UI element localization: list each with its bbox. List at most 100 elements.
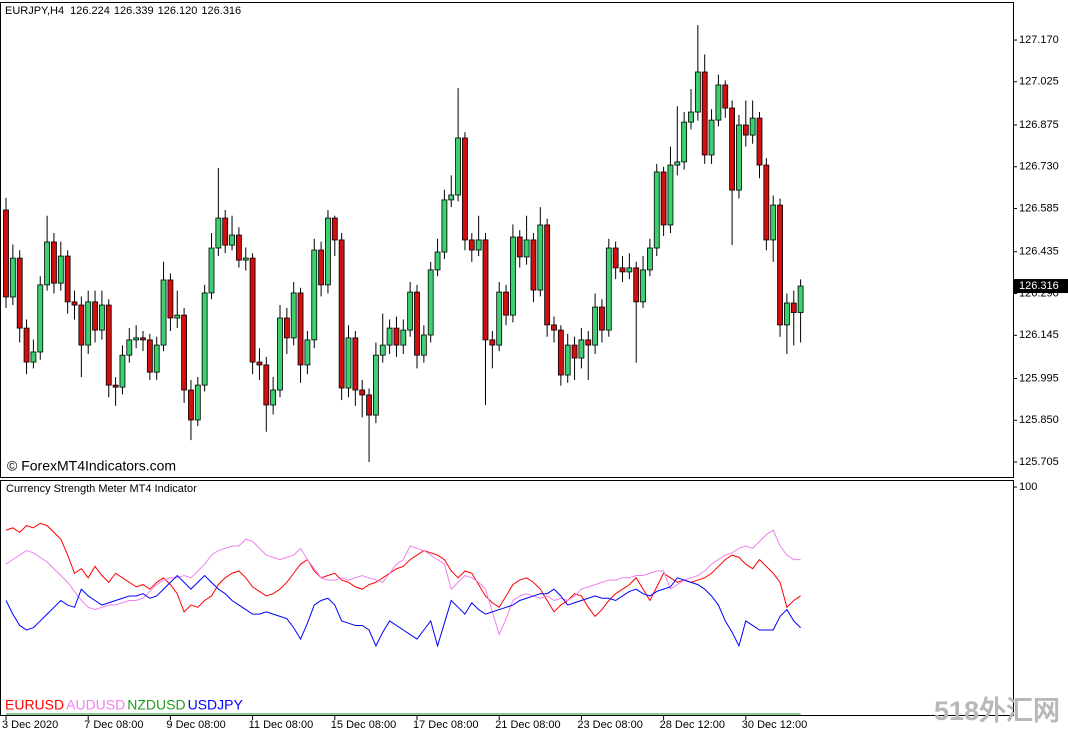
candle-body bbox=[688, 111, 694, 123]
candle-body bbox=[674, 161, 681, 166]
y-tick-label: 125.995 bbox=[1019, 372, 1059, 384]
candle-body bbox=[215, 217, 222, 249]
candle-body bbox=[578, 339, 585, 359]
candle-body bbox=[44, 241, 50, 286]
candle-body bbox=[564, 344, 571, 376]
x-tick-label: 9 Dec 08:00 bbox=[166, 719, 225, 731]
candle-body bbox=[475, 239, 482, 251]
candle-body bbox=[414, 291, 420, 356]
candle-body bbox=[229, 234, 235, 246]
candle-body bbox=[427, 269, 434, 336]
candle-body bbox=[489, 339, 496, 346]
candle-body bbox=[277, 317, 283, 391]
candle-body bbox=[784, 302, 790, 326]
price-pane-frame bbox=[0, 2, 1014, 478]
candle-body bbox=[201, 292, 208, 386]
candle-body bbox=[37, 284, 44, 353]
candle-body bbox=[729, 107, 735, 191]
candle-body bbox=[777, 204, 783, 326]
candle-body bbox=[51, 241, 57, 284]
candle-body bbox=[612, 247, 619, 269]
candle-body bbox=[304, 339, 311, 366]
candle-body bbox=[146, 339, 153, 373]
open-label: 126.224 bbox=[70, 5, 110, 17]
x-tick-label: 17 Dec 08:00 bbox=[413, 719, 478, 731]
candle-body bbox=[263, 364, 270, 406]
candle-body bbox=[701, 71, 708, 156]
candle-body bbox=[133, 337, 140, 341]
watermark: © ForexMT4Indicators.com bbox=[7, 458, 176, 474]
y-tick-label: 127.025 bbox=[1019, 76, 1059, 88]
x-tick-label: 7 Dec 08:00 bbox=[84, 719, 143, 731]
low-label: 126.120 bbox=[158, 5, 198, 17]
y-tick-label: 126.585 bbox=[1019, 202, 1059, 214]
indicator-title: Currency Strength Meter MT4 Indicator bbox=[6, 483, 197, 495]
x-tick-label: 11 Dec 08:00 bbox=[249, 719, 314, 731]
candle-body bbox=[736, 124, 742, 191]
candle-body bbox=[694, 71, 701, 113]
candle-body bbox=[619, 267, 626, 273]
candle-body bbox=[160, 279, 167, 346]
candle-body bbox=[468, 239, 475, 251]
candle-body bbox=[482, 239, 489, 341]
candle-body bbox=[557, 329, 564, 376]
candle-body bbox=[249, 257, 256, 363]
y-tick-label: 100 bbox=[1019, 481, 1037, 493]
candle-body bbox=[318, 249, 325, 286]
candle-body bbox=[345, 337, 352, 389]
candle-body bbox=[571, 344, 578, 359]
candle-body bbox=[71, 301, 78, 306]
candle-body bbox=[722, 84, 729, 109]
candle-body bbox=[30, 351, 37, 363]
candle-body bbox=[3, 209, 9, 298]
candle-body bbox=[455, 137, 462, 196]
candle-body bbox=[256, 361, 263, 366]
candle-body bbox=[770, 204, 777, 241]
candle-body bbox=[85, 301, 92, 346]
candle-body bbox=[331, 217, 338, 241]
high-label: 126.339 bbox=[114, 5, 154, 17]
candle-body bbox=[386, 327, 393, 346]
x-tick-label: 3 Dec 2020 bbox=[2, 719, 58, 731]
candle-body bbox=[441, 199, 448, 253]
candle-body bbox=[544, 224, 551, 326]
candle-body bbox=[407, 291, 414, 331]
candle-body bbox=[393, 327, 400, 346]
y-tick-label: 125.705 bbox=[1019, 456, 1059, 468]
candle-body bbox=[119, 354, 126, 388]
indicator-pane-frame bbox=[0, 480, 1014, 716]
candle-body bbox=[23, 327, 30, 363]
candle-body bbox=[105, 304, 112, 386]
candle-body bbox=[585, 339, 592, 346]
candle-body bbox=[140, 337, 146, 341]
candle-body bbox=[99, 304, 105, 331]
candle-body bbox=[708, 119, 715, 156]
x-tick-label: 23 Dec 08:00 bbox=[577, 719, 642, 731]
price-tag-label: 126.316 bbox=[1019, 280, 1059, 292]
candle-body bbox=[325, 217, 331, 286]
candle-body bbox=[174, 314, 181, 319]
y-tick-label: 126.145 bbox=[1019, 329, 1059, 341]
candle-body bbox=[537, 224, 544, 291]
candle-body bbox=[592, 306, 598, 346]
legend-entry: NZDUSD bbox=[127, 697, 185, 713]
candle-body bbox=[763, 164, 770, 241]
chart-header: EURJPY,H4 126.224 126.339 126.120 126.316 bbox=[5, 5, 241, 17]
candle-body bbox=[126, 339, 133, 356]
candle-body bbox=[9, 257, 16, 298]
y-tick-label: 126.875 bbox=[1019, 119, 1059, 131]
close-label: 126.316 bbox=[201, 5, 241, 17]
candle-body bbox=[660, 171, 667, 226]
y-tick-label: 126.435 bbox=[1019, 246, 1059, 258]
y-tick-label: 126.730 bbox=[1019, 161, 1059, 173]
legend-entry: EURUSD bbox=[5, 697, 64, 713]
candle-body bbox=[448, 194, 455, 201]
candle-body bbox=[57, 255, 64, 284]
candle-body bbox=[311, 249, 318, 341]
candle-body bbox=[647, 247, 653, 271]
candle-body bbox=[188, 389, 194, 421]
candle-body bbox=[633, 267, 640, 303]
candle-body bbox=[516, 236, 523, 258]
